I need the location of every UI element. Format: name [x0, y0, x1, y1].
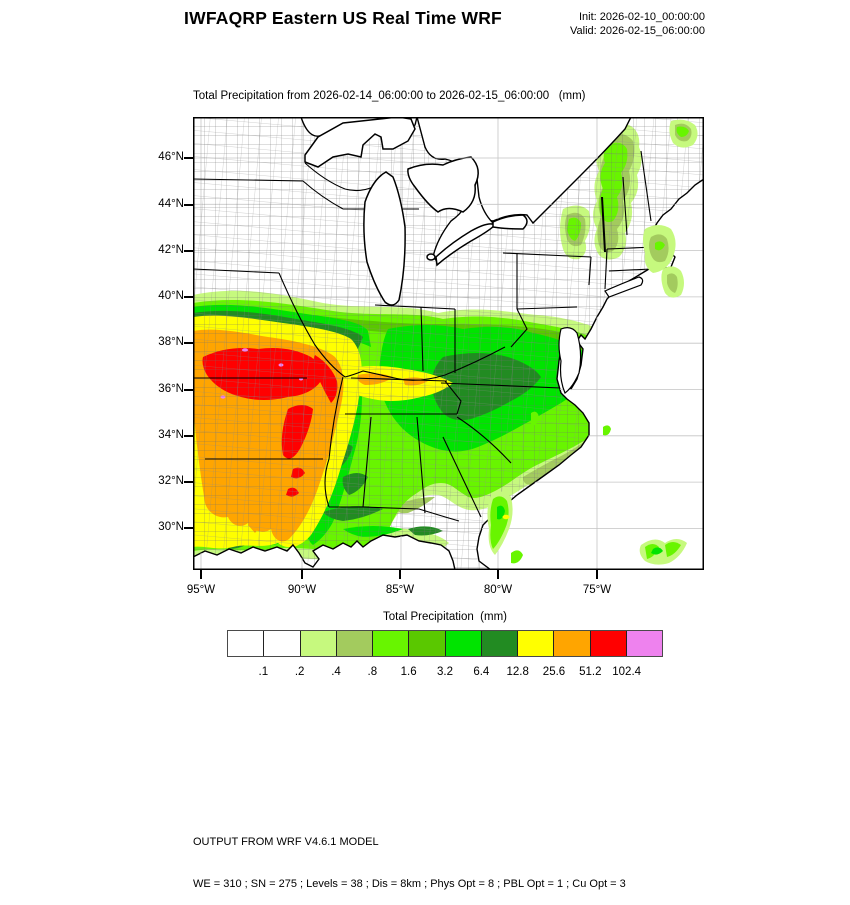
colorbar-cell: [518, 631, 555, 656]
colorbar: [227, 630, 663, 657]
valid-time-label: Valid: 2026-02-15_06:00:00: [570, 25, 705, 37]
page-title: IWFAQRP Eastern US Real Time WRF: [184, 8, 502, 28]
offshore-precip: [487, 119, 698, 565]
colorbar-tick-value: 3.2: [437, 666, 453, 678]
colorbar-cell: [409, 631, 446, 656]
colorbar-tick-value: .4: [331, 666, 341, 678]
colorbar-tick-labels: .1 .2 .4 .8 1.6 3.2 6.4 12.8 25.6 51.2 102.4: [227, 666, 663, 682]
lat-tick-mark: [184, 296, 193, 298]
colorbar-cell: [590, 631, 627, 656]
model-info-line2: WE = 310 ; SN = 275 ; Levels = 38 ; Dis …: [193, 878, 626, 890]
lat-tick-label: 42°N: [158, 244, 184, 256]
lon-tick-label: 95°W: [186, 584, 216, 596]
colorbar-cell: [445, 631, 482, 656]
wrf-plot-page: { "header": { "title": "IWFAQRP Eastern …: [158, 8, 705, 890]
lon-tick-mark: [200, 570, 202, 579]
lat-tick-mark: [184, 481, 193, 483]
colorbar-tick-value: 25.6: [542, 666, 566, 678]
lat-tick-label: 36°N: [158, 383, 184, 395]
gulf-of-mexico: [192, 534, 456, 571]
lat-tick-mark: [184, 157, 193, 159]
lon-tick-label: 85°W: [385, 584, 415, 596]
lat-tick-label: 34°N: [158, 429, 184, 441]
coastal-landforms: [558, 276, 644, 394]
lat-tick-label: 46°N: [158, 151, 184, 163]
precipitation-map: [192, 116, 705, 571]
colorbar-cell: [554, 631, 591, 656]
colorbar-cell: [481, 631, 518, 656]
colorbar-title: Total Precipitation (mm): [383, 611, 507, 623]
lat-tick-mark: [184, 250, 193, 252]
colorbar-tick-value: 1.6: [400, 666, 417, 678]
lon-tick-label: 80°W: [483, 584, 513, 596]
model-info-line1: OUTPUT FROM WRF V4.6.1 MODEL: [193, 836, 379, 848]
colorbar-cell: [300, 631, 337, 656]
colorbar-tick-value: .8: [367, 666, 378, 678]
lon-tick-label: 90°W: [287, 584, 317, 596]
lat-tick-mark: [184, 204, 193, 206]
colorbar-tick-value: 51.2: [579, 666, 602, 678]
lat-tick-mark: [184, 435, 193, 437]
colorbar-tick-value: .2: [294, 666, 305, 678]
lat-tick-mark: [184, 527, 193, 529]
run-time-block: Init: 2026-02-10_00:00:00 Valid: 2026-02…: [505, 10, 705, 38]
lat-tick-label: 44°N: [158, 198, 184, 210]
lat-tick-label: 30°N: [158, 521, 184, 533]
lat-tick-mark: [184, 342, 193, 344]
lat-tick-label: 38°N: [158, 336, 184, 348]
colorbar-cell: [373, 631, 410, 656]
lat-tick-label: 40°N: [158, 290, 184, 302]
map-canvas: [192, 116, 705, 571]
lon-tick-label: 75°W: [582, 584, 612, 596]
plot-subtitle: Total Precipitation from 2026-02-14_06:0…: [193, 90, 586, 102]
lon-tick-mark: [301, 570, 303, 579]
lat-tick-label: 32°N: [158, 475, 184, 487]
colorbar-tick-value: 102.4: [612, 666, 642, 678]
great-lakes: [304, 116, 528, 306]
lat-tick-mark: [184, 389, 193, 391]
colorbar-tick-value: 6.4: [473, 666, 490, 678]
colorbar-cell: [264, 631, 301, 656]
lon-tick-mark: [399, 570, 401, 579]
map-frame: [193, 117, 704, 570]
init-time-label: Init: 2026-02-10_00:00:00: [579, 11, 705, 23]
lon-tick-mark: [497, 570, 499, 579]
colorbar-tick-value: .1: [258, 666, 269, 678]
colorbar-cell: [626, 631, 662, 656]
state-borders: [192, 150, 656, 522]
model-info-footer: OUTPUT FROM WRF V4.6.1 MODEL WE = 310 ; …: [193, 807, 626, 905]
colorbar-tick-value: 12.8: [506, 666, 529, 678]
colorbar-cell: [336, 631, 373, 656]
colorbar-cell: [228, 631, 265, 656]
lake-champlain: [601, 196, 606, 253]
lon-tick-mark: [596, 570, 598, 579]
